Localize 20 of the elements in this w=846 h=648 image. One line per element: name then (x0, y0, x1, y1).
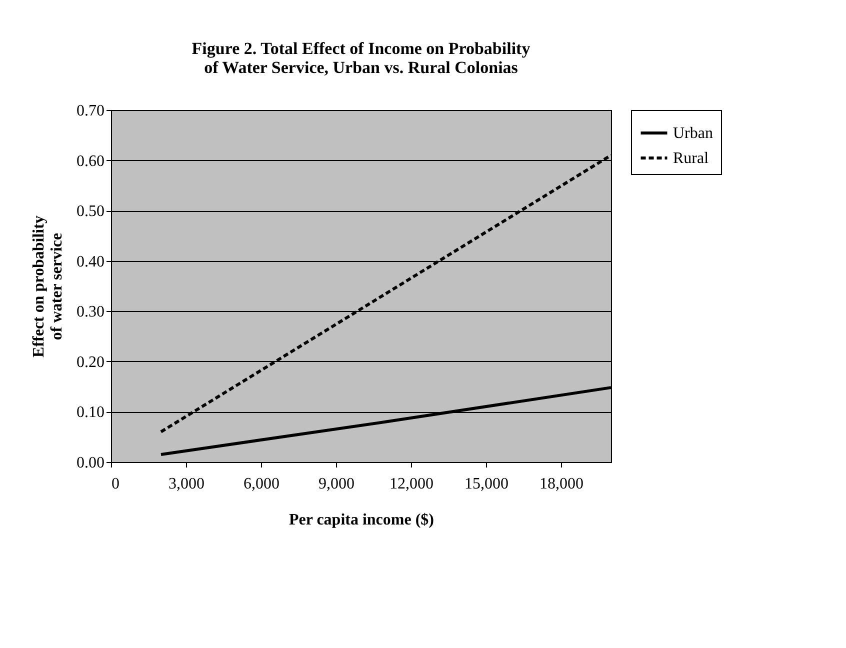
y-tick-label: 0.40 (76, 253, 104, 270)
x-tick-label: 0 (112, 476, 120, 492)
y-tick-label: 0.00 (76, 454, 104, 472)
y-tick-label: 0.50 (76, 203, 104, 220)
x-tick-label: 3,000 (168, 476, 204, 492)
x-tick-label: 9,000 (318, 476, 354, 492)
x-tick-label: 12,000 (390, 476, 434, 492)
y-axis-title: Effect on probability of water service (30, 216, 66, 358)
x-tick-label: 15,000 (464, 476, 508, 492)
legend-label: Urban (673, 125, 713, 142)
chart-title: Figure 2. Total Effect of Income on Probability of Water Service, Urban vs. Rural Colonias (192, 39, 531, 77)
y-tick-label: 0.30 (76, 304, 104, 321)
legend-label: Rural (673, 150, 710, 167)
x-tick-label: 18,000 (540, 476, 584, 492)
x-axis-title: Per capita income ($) (289, 512, 434, 528)
y-tick-label: 0.10 (76, 404, 104, 422)
y-tick-label: 0.70 (76, 102, 104, 120)
x-tick-label: 6,000 (244, 476, 280, 492)
y-tick-label: 0.60 (76, 152, 104, 170)
y-tick-label: 0.20 (76, 354, 104, 371)
